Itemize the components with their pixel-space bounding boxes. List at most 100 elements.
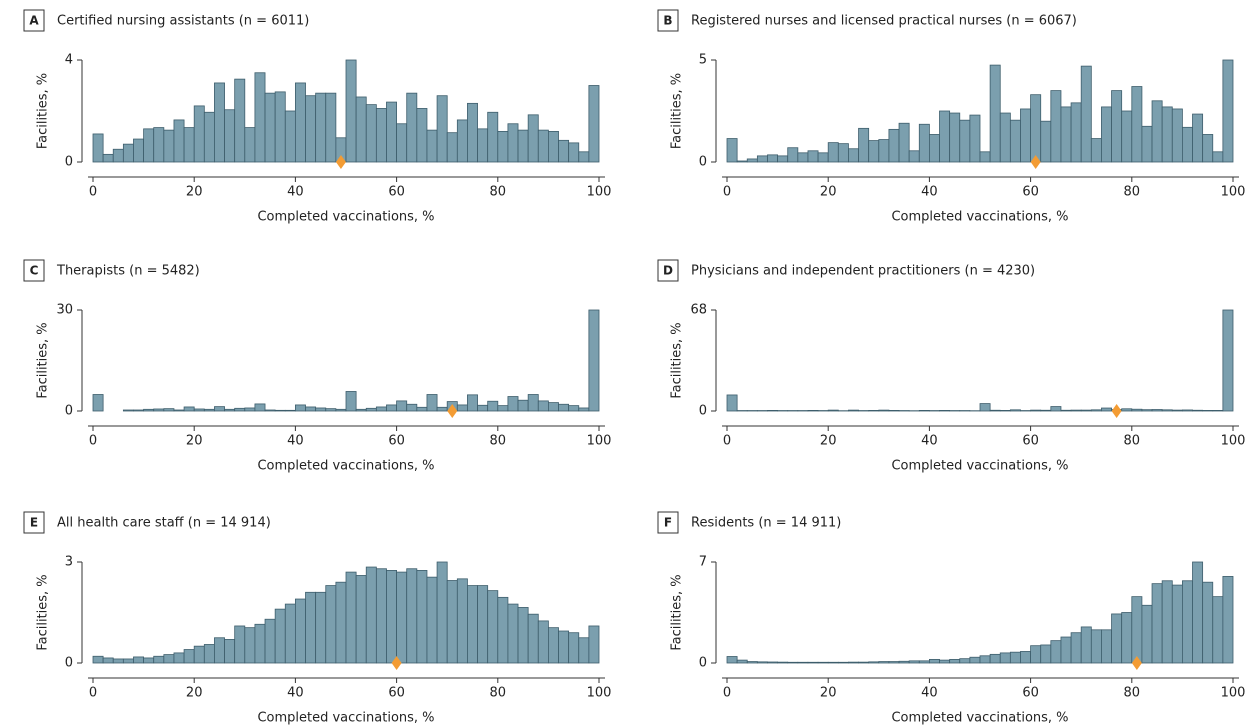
bar: [827, 409, 839, 412]
bar: [1222, 576, 1234, 664]
bar: [112, 148, 124, 163]
bar: [888, 661, 900, 664]
bar: [203, 408, 215, 412]
bar: [527, 394, 539, 412]
bar: [203, 111, 215, 163]
bar: [1171, 409, 1183, 412]
y-tick-label: 3: [65, 555, 73, 570]
bar: [467, 394, 478, 412]
bar: [827, 142, 839, 163]
y-tick-label: 68: [690, 303, 707, 318]
bar: [949, 658, 961, 664]
bar: [568, 632, 580, 664]
y-tick-label: 0: [65, 404, 73, 419]
x-tick-label: 80: [1124, 434, 1141, 449]
panel-letter: F: [664, 516, 672, 530]
x-tick-label: 100: [1221, 686, 1246, 701]
bar: [92, 133, 104, 163]
x-tick-label: 40: [921, 434, 938, 449]
bar: [1192, 561, 1204, 664]
bar: [183, 127, 195, 163]
bar: [888, 128, 900, 163]
bar: [1151, 409, 1163, 412]
bar: [294, 598, 306, 664]
bar: [426, 394, 438, 412]
bar: [878, 139, 890, 163]
bar: [868, 410, 880, 412]
panel-letter-box: [23, 9, 45, 32]
bar: [487, 111, 499, 163]
bar: [898, 660, 910, 664]
bar: [837, 661, 849, 664]
bar: [224, 639, 236, 664]
bar: [1080, 626, 1092, 664]
bar: [355, 408, 367, 412]
panel-title: Physicians and independent practitioners…: [691, 264, 1035, 279]
bar: [173, 409, 185, 412]
bar: [517, 399, 529, 412]
bar: [315, 591, 327, 664]
bar: [939, 110, 951, 163]
bar: [558, 403, 570, 412]
bar: [375, 568, 387, 664]
bar: [1121, 612, 1133, 664]
bar: [274, 608, 286, 664]
bar: [777, 661, 789, 664]
x-tick-label: 100: [587, 434, 612, 449]
bar: [264, 618, 276, 664]
bar: [908, 150, 920, 163]
bar: [1111, 90, 1123, 163]
bar: [537, 129, 549, 163]
bar: [807, 150, 819, 163]
x-tick-label: 60: [1022, 185, 1039, 200]
bar: [416, 570, 428, 664]
bar: [487, 590, 499, 664]
bar: [1131, 408, 1143, 412]
panel-letter: B: [663, 14, 672, 28]
bar: [568, 405, 580, 412]
median-marker: [391, 656, 402, 670]
bar: [726, 138, 738, 163]
bar: [848, 148, 859, 163]
bar: [345, 571, 357, 664]
bar: [858, 661, 870, 664]
bar: [767, 154, 778, 163]
bar: [254, 623, 266, 664]
bar: [284, 409, 296, 412]
bar: [1009, 119, 1021, 163]
x-tick-label: 20: [820, 185, 837, 200]
bar: [578, 637, 590, 664]
bar: [578, 151, 590, 163]
bar: [746, 158, 758, 163]
bar: [726, 394, 738, 412]
bar: [102, 657, 114, 664]
panel-letter-box: [657, 9, 679, 32]
bar: [999, 410, 1011, 412]
bar: [386, 404, 398, 412]
bar: [214, 637, 225, 664]
bar: [999, 112, 1011, 163]
x-tick-label: 60: [1022, 686, 1039, 701]
y-axis-label: Facilities, %: [670, 322, 685, 398]
bar: [456, 119, 468, 163]
y-axis-label: Facilities, %: [670, 574, 685, 650]
bar: [1050, 406, 1062, 412]
bar: [122, 143, 134, 163]
median-marker: [335, 155, 346, 169]
bar: [497, 596, 509, 664]
panel-letter-box: [23, 511, 45, 534]
bar: [406, 403, 418, 412]
bar: [102, 153, 114, 163]
bar: [305, 406, 317, 412]
x-tick-label: 80: [1124, 686, 1141, 701]
bar: [898, 122, 910, 163]
bar: [122, 409, 134, 412]
bar: [736, 659, 748, 664]
bar: [537, 400, 549, 412]
bar: [294, 404, 306, 412]
bar: [1080, 65, 1092, 163]
bar: [787, 661, 799, 664]
bar: [386, 101, 398, 163]
bar: [1141, 604, 1153, 664]
bar: [92, 655, 104, 664]
